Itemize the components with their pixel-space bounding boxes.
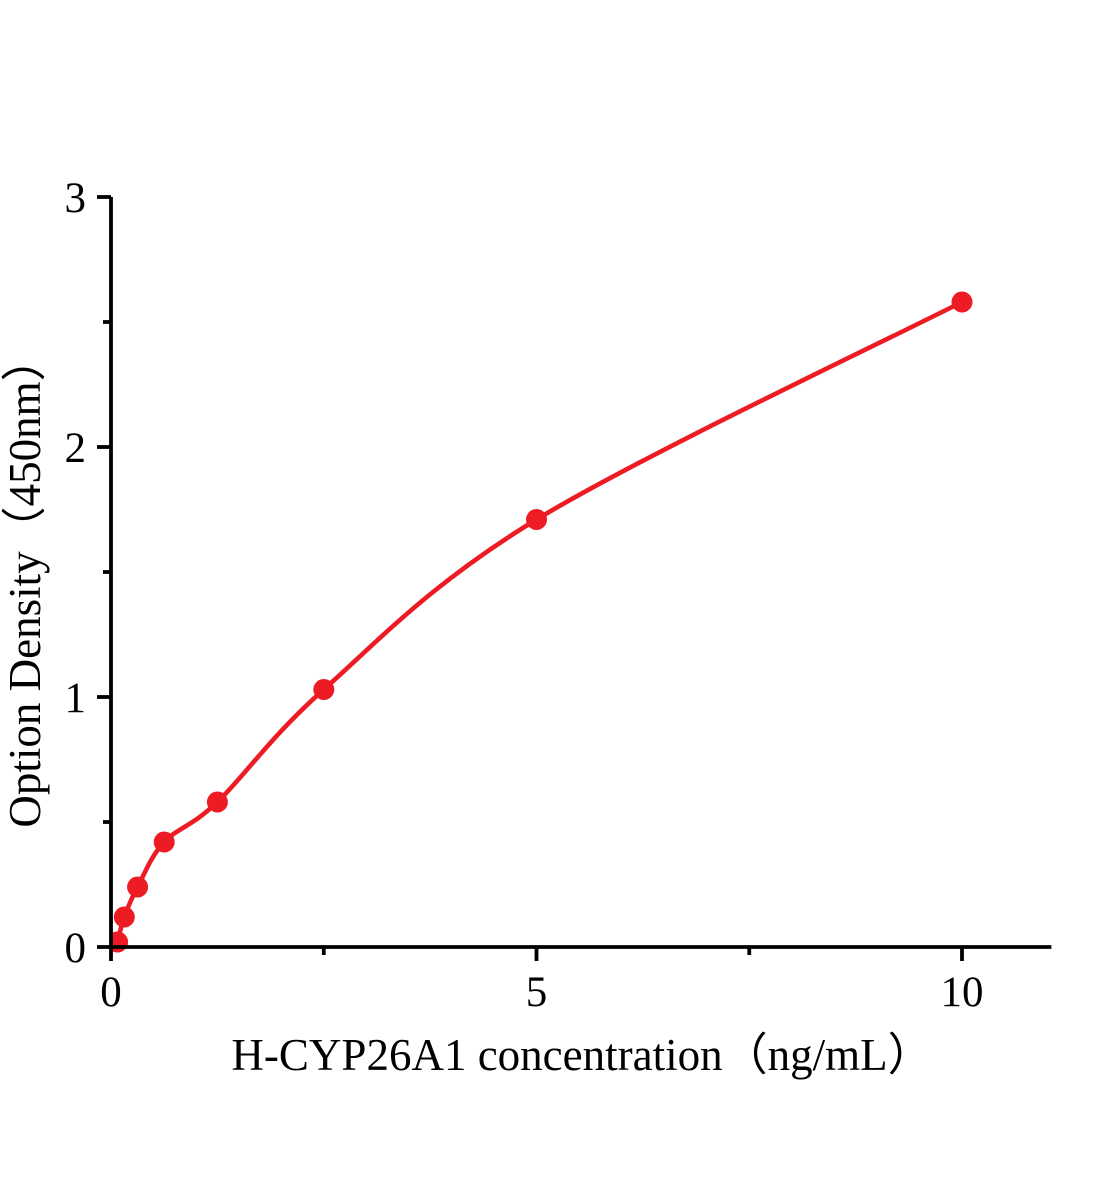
x-tick-label: 10 xyxy=(941,969,984,1016)
data-point-marker xyxy=(206,791,228,813)
data-point-marker xyxy=(127,876,149,898)
x-tick-label: 0 xyxy=(100,969,122,1016)
y-tick-label: 0 xyxy=(65,925,87,972)
plot-area xyxy=(111,291,973,953)
y-tick-label: 1 xyxy=(65,675,87,722)
data-point-marker xyxy=(153,831,175,853)
data-point-marker xyxy=(313,679,335,700)
x-tick-label: 5 xyxy=(526,969,548,1016)
y-axis-title: Option Density（450nm） xyxy=(0,336,50,827)
y-tick-label: 2 xyxy=(65,425,87,472)
data-point-marker xyxy=(951,291,973,313)
data-point-marker xyxy=(526,509,547,530)
data-point-marker xyxy=(113,906,135,928)
x-axis-title: H-CYP26A1 concentration（ng/mL） xyxy=(231,1030,932,1080)
axes: 0 5 10 0 1 2 3 xyxy=(65,175,1052,1016)
y-tick-label: 3 xyxy=(65,175,87,222)
fit-curve xyxy=(115,299,965,945)
